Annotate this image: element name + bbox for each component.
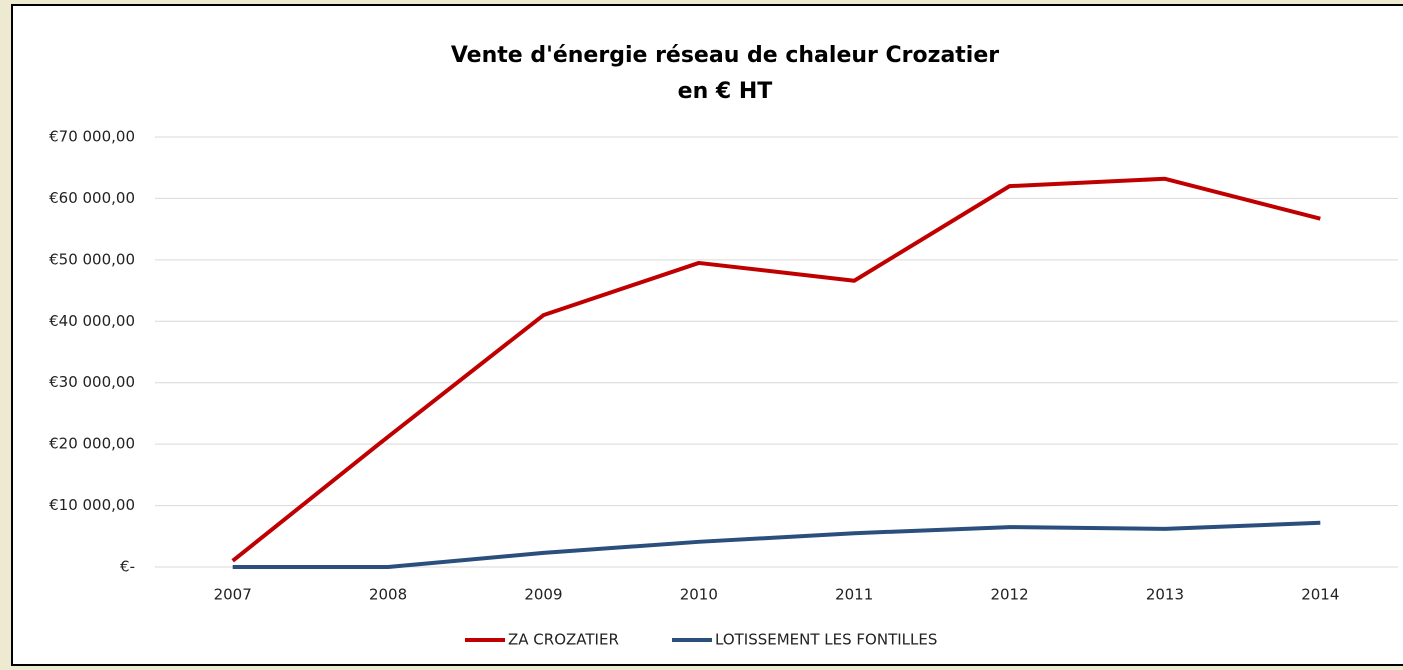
y-tick-label: €20 000,00 [49,435,135,453]
x-tick-label: 2007 [214,586,252,604]
y-tick-label: €40 000,00 [49,312,135,330]
y-tick-label: €- [120,558,135,576]
x-tick-label: 2008 [369,586,407,604]
x-tick-label: 2013 [1146,586,1184,604]
x-tick-label: 2009 [524,586,562,604]
y-tick-label: €70 000,00 [49,128,135,146]
x-tick-label: 2010 [680,586,718,604]
legend-label: ZA CROZATIER [508,631,619,649]
y-tick-label: €30 000,00 [49,373,135,391]
y-tick-label: €60 000,00 [49,189,135,207]
x-tick-label: 2012 [990,586,1028,604]
x-tick-label: 2011 [835,586,873,604]
x-tick-label: 2014 [1301,586,1339,604]
y-tick-label: €50 000,00 [49,250,135,268]
line [231,176,1321,563]
chart-title: Vente d'énergie réseau de chaleur Crozat… [451,43,999,68]
line [232,520,1321,569]
chart-subtitle: en € HT [678,79,773,104]
y-tick-label: €10 000,00 [49,496,135,514]
legend-label: LOTISSEMENT LES FONTILLES [715,631,937,649]
chart-frame [11,4,1403,666]
